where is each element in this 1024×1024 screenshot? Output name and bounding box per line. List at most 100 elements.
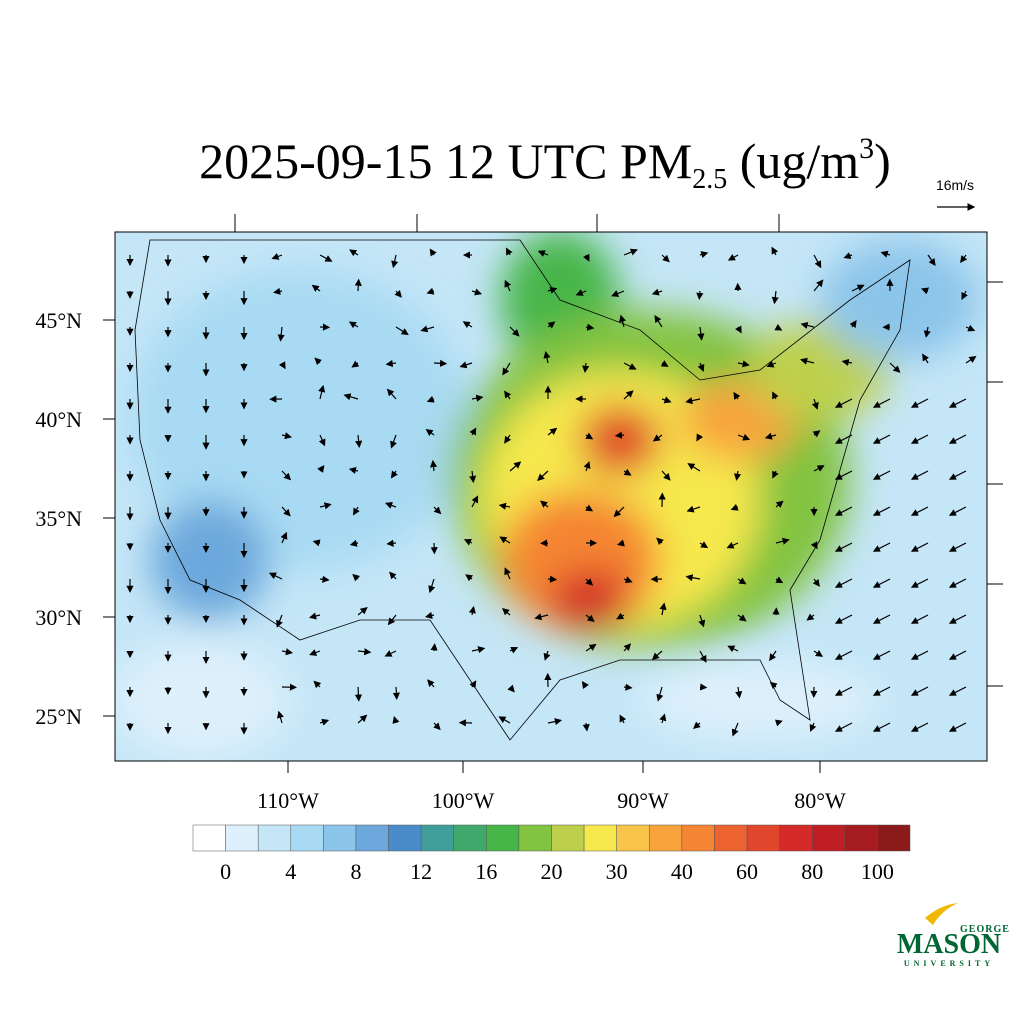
wind-arrow	[394, 289, 402, 298]
wind-arrow	[806, 613, 815, 621]
colorbar-box	[355, 824, 389, 852]
colorbar-box	[811, 824, 846, 852]
wind-arrow	[697, 362, 705, 372]
lon-label: 110°W	[257, 788, 319, 813]
wind-arrow	[585, 504, 594, 512]
wind-arrow	[834, 542, 853, 552]
wind-arrow	[582, 722, 590, 732]
wind-arrow	[623, 468, 632, 476]
wind-arrow	[534, 613, 549, 621]
wind-arrow	[834, 434, 853, 444]
title-unit-close: )	[874, 133, 891, 189]
colorbar-box	[290, 824, 324, 852]
wind-arrow	[948, 434, 967, 444]
wind-arrow	[659, 602, 667, 616]
wind-arrow	[834, 506, 853, 516]
wind-arrow	[735, 686, 743, 699]
wind-arrow	[872, 686, 891, 696]
wind-arrow	[506, 247, 513, 256]
wind-arrow	[813, 279, 824, 292]
wind-arrow	[349, 539, 359, 547]
colorbar-box	[877, 824, 911, 852]
wind-arrow	[349, 249, 359, 257]
wind-arrow	[271, 253, 283, 260]
title-main: 2025-09-15 12 UTC PM	[199, 133, 692, 189]
colorbar-box	[192, 824, 226, 852]
wind-arrow	[910, 578, 929, 588]
wind-arrow	[498, 716, 511, 724]
wind-arrow	[318, 384, 326, 400]
wind-arrow	[386, 388, 397, 400]
wind-arrow	[726, 541, 739, 549]
wind-arrow	[769, 681, 778, 690]
colorbar-label: 30	[606, 859, 628, 884]
wind-arrow	[872, 506, 891, 516]
wind-arrow	[661, 470, 671, 481]
wind-arrow	[391, 254, 399, 269]
wind-arrow	[948, 686, 967, 696]
logo-top: GEORGE	[960, 924, 1010, 935]
wind-arrow	[585, 614, 595, 622]
wind-arrow	[948, 650, 967, 660]
wind-arrow	[395, 326, 409, 336]
wind-arrow	[834, 650, 853, 660]
wind-arrow	[429, 459, 438, 472]
wind-arrow	[872, 578, 891, 588]
lon-label: 80°W	[794, 788, 846, 813]
wind-arrow	[281, 648, 293, 656]
wind-arrow	[656, 537, 664, 546]
wind-arrow	[623, 248, 638, 256]
wind-arrow	[420, 325, 435, 333]
wind-arrow	[547, 718, 563, 726]
wind-arrow	[764, 432, 777, 440]
wind-arrow	[616, 612, 625, 620]
wind-arrow	[699, 541, 709, 549]
wind-arrow	[471, 394, 484, 402]
lat-label: 40°N	[35, 407, 82, 432]
wind-arrow	[355, 434, 363, 449]
wind-arrow	[733, 391, 741, 400]
colorbar-box	[518, 824, 552, 852]
wind-arrow	[319, 254, 333, 262]
wind-arrow	[319, 575, 330, 583]
wind-arrow	[465, 574, 474, 582]
colorbar-label: 0	[220, 859, 231, 884]
wind-arrow	[775, 500, 784, 508]
wind-arrow	[872, 398, 891, 408]
lat-label: 35°N	[35, 506, 82, 531]
wind-arrow	[537, 470, 549, 481]
wind-arrow	[351, 360, 360, 368]
wind-arrow	[582, 362, 590, 374]
wind-arrow	[352, 573, 361, 582]
colorbar-label: 40	[671, 859, 693, 884]
wind-arrow	[281, 432, 293, 440]
wind-arrow	[737, 614, 747, 622]
wind-arrow	[685, 574, 701, 582]
wind-arrow	[471, 288, 483, 296]
wind-arrow	[699, 251, 709, 259]
wind-arrow	[504, 390, 512, 400]
wind-arrow	[537, 250, 549, 257]
wind-arrow	[849, 320, 857, 329]
wind-arrow	[661, 254, 670, 263]
wind-arrow	[385, 359, 397, 368]
logo-swoosh	[925, 903, 958, 925]
wind-arrow	[386, 539, 397, 547]
wind-arrow	[433, 506, 442, 515]
wind-arrow	[948, 578, 967, 588]
wind-arrow	[698, 614, 706, 628]
wind-arrow	[504, 567, 511, 580]
colorbar-box	[583, 824, 617, 852]
wind-arrow	[948, 722, 967, 732]
wind-arrow	[498, 502, 511, 510]
colorbar-box	[551, 824, 585, 852]
wind-field	[126, 246, 977, 737]
wind-arrow	[889, 362, 901, 373]
wind-arrow	[651, 650, 663, 661]
colorbar-label: 16	[475, 859, 497, 884]
wind-arrow	[910, 398, 929, 408]
wind-arrow	[692, 721, 701, 729]
wind-arrow	[582, 253, 590, 262]
wind-arrow	[433, 722, 441, 731]
wind-arrow	[471, 646, 486, 654]
